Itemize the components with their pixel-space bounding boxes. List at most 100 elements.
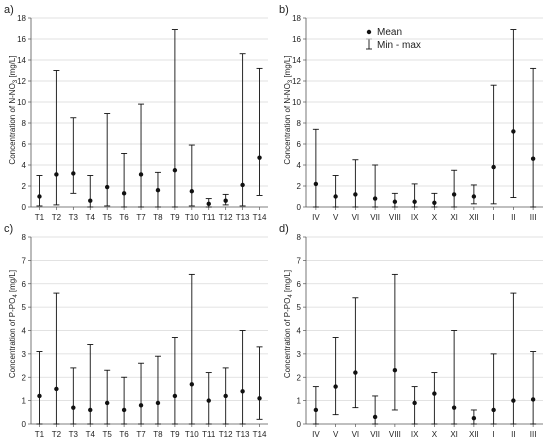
- y-tick-label: 12: [17, 77, 26, 86]
- error-bar: [332, 175, 339, 208]
- y-axis-label: Concentration of P-PO4 [mg/L]: [8, 270, 19, 378]
- mean-point: [71, 405, 76, 410]
- y-tick-label: 1: [297, 397, 302, 406]
- mean-point: [491, 164, 496, 170]
- y-tick-label: 0: [297, 203, 302, 212]
- mean-point: [104, 400, 110, 406]
- error-bar: [530, 351, 537, 425]
- error-bar: [36, 351, 43, 425]
- mean-point: [223, 198, 228, 203]
- error-bar: [70, 117, 77, 194]
- y-tick-label: 2: [22, 373, 27, 382]
- error-bar: [510, 292, 517, 425]
- mean-point: [240, 182, 245, 188]
- mean-point: [257, 396, 262, 401]
- mean-point: [206, 398, 211, 403]
- error-bar: [70, 367, 77, 425]
- x-tick-label: T14: [253, 430, 267, 439]
- mean-point: [372, 196, 378, 201]
- x-tick-label: T1: [35, 430, 45, 439]
- error-bar: [171, 29, 178, 208]
- x-tick-label: T5: [103, 430, 113, 439]
- x-tick-label: VI: [352, 430, 360, 439]
- mean-point: [511, 129, 516, 134]
- mean-point: [432, 391, 437, 396]
- mean-point: [37, 393, 42, 399]
- y-tick-label: 4: [297, 161, 302, 170]
- y-tick-label: 8: [297, 119, 302, 128]
- mean-point: [451, 192, 457, 197]
- mean-point: [471, 415, 477, 421]
- mean-point: [88, 198, 93, 203]
- mean-point: [189, 382, 195, 387]
- error-bar: [312, 128, 319, 208]
- error-bar: [239, 53, 246, 207]
- x-tick-label: T1: [35, 213, 45, 222]
- mean-point: [240, 389, 245, 394]
- legend-mean-label: Mean: [377, 27, 402, 38]
- mean-point: [333, 384, 338, 389]
- x-tick-label: V: [333, 213, 339, 222]
- y-axis-label: Concentration of N-NO3 [mg/L]: [8, 55, 19, 164]
- error-bar: [104, 369, 111, 425]
- y-axis-label: Concentration of P-PO4 [mg/L]: [283, 270, 294, 378]
- mean-point: [471, 194, 477, 199]
- y-tick-label: 2: [22, 182, 27, 191]
- panel-letter: b): [279, 4, 289, 16]
- y-tick-label: 7: [22, 256, 27, 265]
- error-bar: [138, 103, 145, 208]
- error-bar: [332, 337, 339, 416]
- x-tick-label: II: [511, 430, 515, 439]
- y-axis-label: Concentration of N-NO3 [mg/L]: [283, 55, 294, 164]
- error-bar: [372, 395, 379, 425]
- x-tick-label: VIII: [389, 213, 401, 222]
- x-tick-label: T13: [236, 213, 250, 222]
- error-bar: [411, 386, 418, 425]
- x-tick-label: T4: [86, 430, 96, 439]
- x-tick-label: T6: [119, 213, 129, 222]
- mean-point: [392, 199, 398, 204]
- panel-d: d) Concentration of P-PO4 [mg/L] 0 1 2 3 4 5 6…: [279, 223, 543, 439]
- error-bar: [104, 113, 111, 207]
- x-tick-label: T6: [119, 430, 129, 439]
- x-tick-label: T14: [253, 213, 267, 222]
- error-bar: [36, 175, 43, 207]
- mean-point: [353, 192, 358, 197]
- error-bar: [352, 297, 359, 409]
- x-tick-label: T7: [136, 430, 146, 439]
- y-tick-label: 6: [297, 280, 302, 289]
- panel-b: b) Concentration of N-NO3 [mg/L] Mean Mi…: [279, 4, 543, 222]
- y-tick-label: 5: [297, 303, 302, 312]
- error-bar: [188, 144, 195, 207]
- x-tick-label: T9: [170, 213, 180, 222]
- y-tick-label: 8: [297, 233, 302, 242]
- x-tick-label: VII: [370, 213, 380, 222]
- x-tick-label: X: [432, 213, 438, 222]
- mean-point: [155, 188, 161, 193]
- mean-point: [88, 407, 93, 413]
- y-tick-label: 3: [297, 350, 302, 359]
- error-bar: [530, 67, 537, 208]
- mean-point: [54, 386, 59, 392]
- x-tick-label: XII: [469, 430, 479, 439]
- y-tick-label: 10: [292, 98, 301, 107]
- y-tick-label: 6: [22, 280, 27, 289]
- x-tick-label: T12: [219, 213, 233, 222]
- y-tick-label: 14: [292, 56, 301, 65]
- mean-point: [372, 414, 378, 420]
- error-bar: [256, 67, 263, 196]
- x-tick-label: I: [493, 430, 495, 439]
- mean-point: [172, 168, 178, 173]
- mean-point: [392, 368, 398, 373]
- error-bar: [490, 84, 497, 205]
- y-tick-label: 5: [22, 303, 27, 312]
- panel-c: c) Concentration of P-PO4 [mg/L] 0 1 2 3 4 5 6…: [4, 223, 268, 439]
- mean-point: [313, 407, 319, 413]
- legend-mean-marker: [366, 29, 372, 35]
- error-bar: [312, 386, 319, 425]
- mean-point: [530, 156, 536, 161]
- mean-point: [223, 393, 228, 399]
- x-tick-label: T12: [219, 430, 233, 439]
- y-tick-label: 8: [22, 233, 27, 242]
